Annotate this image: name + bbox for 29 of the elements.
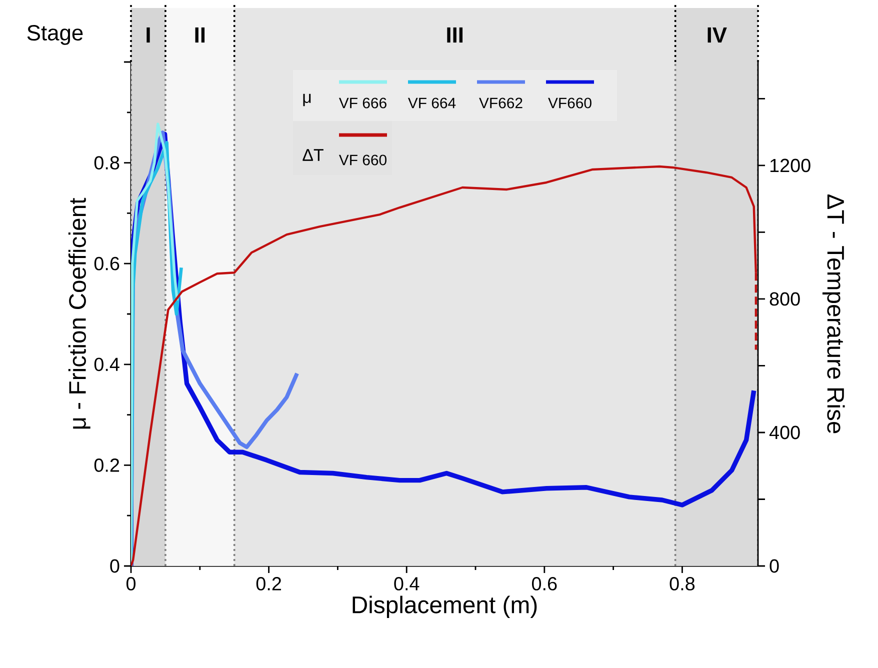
text: VF 660 (338, 154, 386, 166)
x-tick-label: 0.8 (670, 577, 695, 590)
y-axis-title: μ - Friction Coefficient (68, 198, 90, 429)
legend-label: VF 666 (338, 98, 386, 108)
legend-label: VF 664 (408, 98, 456, 108)
x-axis-title: Displacement (m) (352, 596, 537, 618)
y-tick-label: 0.6 (94, 256, 120, 270)
band-label: IV (708, 27, 727, 43)
legend-label: VF660 (548, 98, 592, 108)
x-tick-label: 0 (126, 577, 136, 590)
x-tick-label: 0.2 (256, 577, 282, 590)
annotation: μ (303, 94, 311, 106)
y2-tick-label: 400 (769, 426, 800, 440)
y-tick-label: 0.2 (94, 458, 120, 472)
legend-label: VF662 (479, 98, 522, 108)
y2-tick-label: 0 (770, 559, 779, 573)
y2-tick-label: 800 (770, 292, 800, 306)
y-tick-label: 0.4 (94, 358, 120, 372)
y-tick-label: 0 (110, 559, 120, 573)
y2-tick-label: 1200 (770, 158, 810, 172)
band-label: III (447, 27, 463, 43)
band-label: II (195, 27, 205, 43)
y2-axis-title: ΔT - Temperature Rise (822, 194, 845, 434)
x-tick-label: 0.6 (532, 577, 557, 590)
text: Stage (27, 25, 83, 45)
y-tick-label: 0.8 (94, 156, 120, 170)
band-label: I (146, 27, 150, 43)
annotation: ΔT (302, 149, 324, 161)
x-tick-label: 0.4 (394, 577, 420, 590)
